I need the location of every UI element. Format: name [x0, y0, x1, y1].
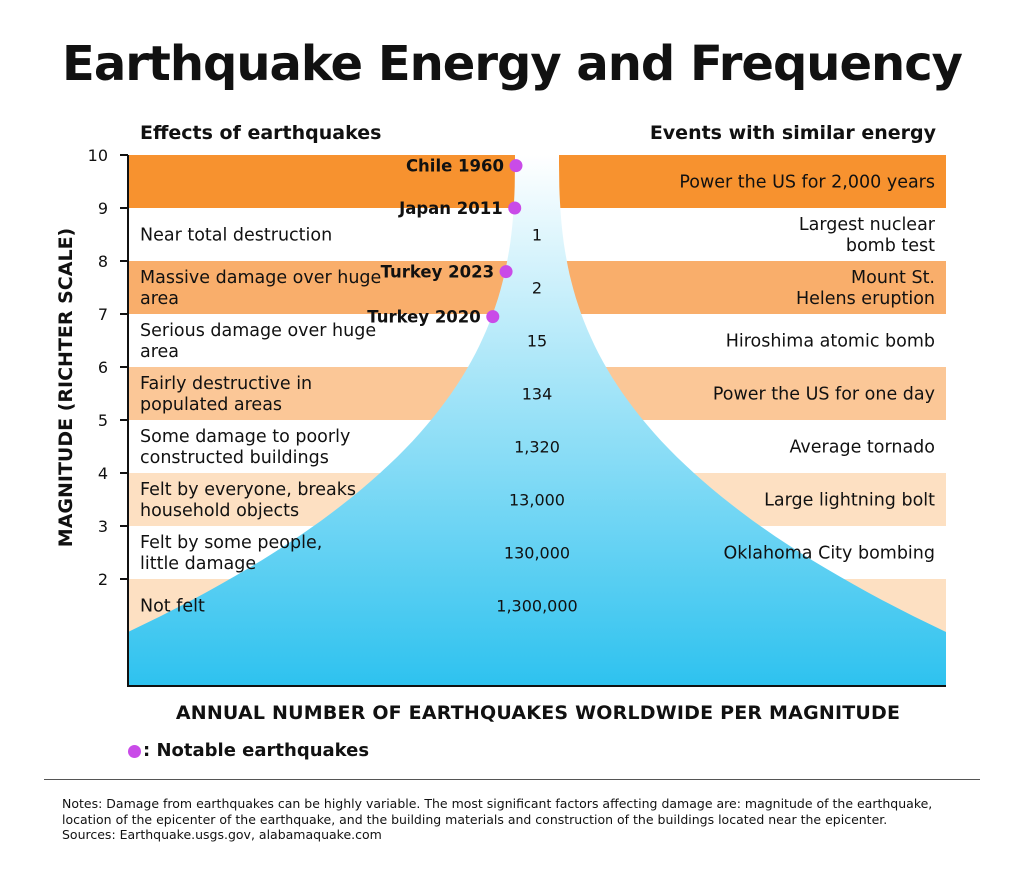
right-column-header: Events with similar energy — [649, 122, 936, 144]
effect-label: Felt by some people, — [140, 533, 322, 553]
similar-event-label: Oklahoma City bombing — [723, 544, 935, 564]
left-column-header: Effects of earthquakes — [140, 122, 382, 144]
effect-label: area — [140, 289, 179, 309]
y-tick-label: 9 — [98, 199, 108, 218]
effect-label: Fairly destructive in — [140, 374, 312, 394]
notable-earthquake-dot — [509, 159, 523, 173]
y-tick-label: 6 — [98, 358, 108, 377]
similar-event-label: Mount St. — [851, 268, 935, 288]
notes: Notes: Damage from earthquakes can be hi… — [62, 796, 962, 843]
effect-label: Massive damage over huge — [140, 268, 381, 288]
effect-label: household objects — [140, 501, 299, 521]
earthquake-chart: Power the US for 2,000 years Near total d… — [55, 146, 946, 687]
notes-line: Notes: Damage from earthquakes can be hi… — [62, 796, 933, 811]
effect-label: Not felt — [140, 597, 205, 617]
notable-earthquake-label: Turkey 2023 — [381, 263, 494, 282]
similar-event-label: Large lightning bolt — [764, 491, 935, 511]
divider — [44, 779, 980, 780]
y-axis: 2 3 4 5 6 7 8 9 10 MAGNITUDE (RICHTER SCALE) — [55, 146, 946, 687]
similar-event-label: Hiroshima atomic bomb — [726, 332, 935, 352]
y-tick-label: 4 — [98, 464, 108, 483]
annual-count-label: 130,000 — [504, 544, 570, 563]
annual-count-label: 1,320 — [514, 438, 560, 457]
effect-label: populated areas — [140, 395, 282, 415]
annual-count-label: 134 — [522, 385, 553, 404]
effect-label: Some damage to poorly — [140, 427, 350, 447]
similar-event-label: Power the US for 2,000 years — [679, 173, 935, 193]
notes-line: location of the epicenter of the earthqu… — [62, 811, 888, 827]
y-tick-label: 8 — [98, 252, 108, 271]
effect-label: area — [140, 342, 179, 362]
annual-count-label: 2 — [532, 279, 542, 298]
annual-count-label: 1,300,000 — [496, 597, 577, 616]
effect-label: Serious damage over huge — [140, 321, 376, 341]
annual-count-label: 15 — [527, 332, 547, 351]
x-axis-label: ANNUAL NUMBER OF EARTHQUAKES WORLDWIDE P… — [175, 702, 901, 724]
notable-dot-icon — [128, 744, 141, 758]
y-axis-label: MAGNITUDE (RICHTER SCALE) — [55, 228, 77, 547]
y-tick-label: 5 — [98, 411, 108, 430]
effect-label: Felt by everyone, breaks — [140, 480, 356, 500]
notes-line: Sources: Earthquake.usgs.gov, alabamaqua… — [62, 827, 382, 842]
similar-event-label: Helens eruption — [796, 289, 935, 309]
annual-count-label: 1 — [532, 226, 542, 245]
legend-label: : Notable earthquakes — [143, 740, 370, 761]
y-tick-label: 2 — [98, 570, 108, 589]
similar-event-label: Power the US for one day — [713, 385, 935, 405]
similar-event-label: Largest nuclear — [799, 215, 936, 235]
page-title: Earthquake Energy and Frequency — [62, 36, 963, 92]
notable-earthquake-dot — [508, 201, 522, 215]
y-tick-label: 10 — [88, 146, 108, 165]
effect-label: constructed buildings — [140, 448, 329, 468]
notable-earthquakes: Chile 1960 Japan 2011 Turkey 2023 Turkey 20… — [367, 157, 523, 327]
legend: : Notable earthquakes — [128, 740, 369, 761]
similar-event-label: bomb test — [846, 236, 935, 256]
similar-event-label: Average tornado — [789, 438, 935, 458]
notable-earthquake-dot — [486, 310, 500, 324]
notable-earthquake-label: Chile 1960 — [406, 157, 504, 176]
frequency-funnel — [128, 155, 946, 686]
effect-label: little damage — [140, 554, 256, 574]
notable-earthquake-label: Turkey 2020 — [367, 308, 480, 327]
band-labels: Power the US for 2,000 years Near total d… — [140, 173, 936, 617]
y-tick-label: 3 — [98, 517, 108, 536]
y-tick-label: 7 — [98, 305, 108, 324]
notable-earthquake-dot — [499, 265, 513, 279]
annual-count-label: 13,000 — [509, 491, 565, 510]
effect-label: Near total destruction — [140, 226, 332, 246]
notable-earthquake-label: Japan 2011 — [398, 199, 503, 218]
